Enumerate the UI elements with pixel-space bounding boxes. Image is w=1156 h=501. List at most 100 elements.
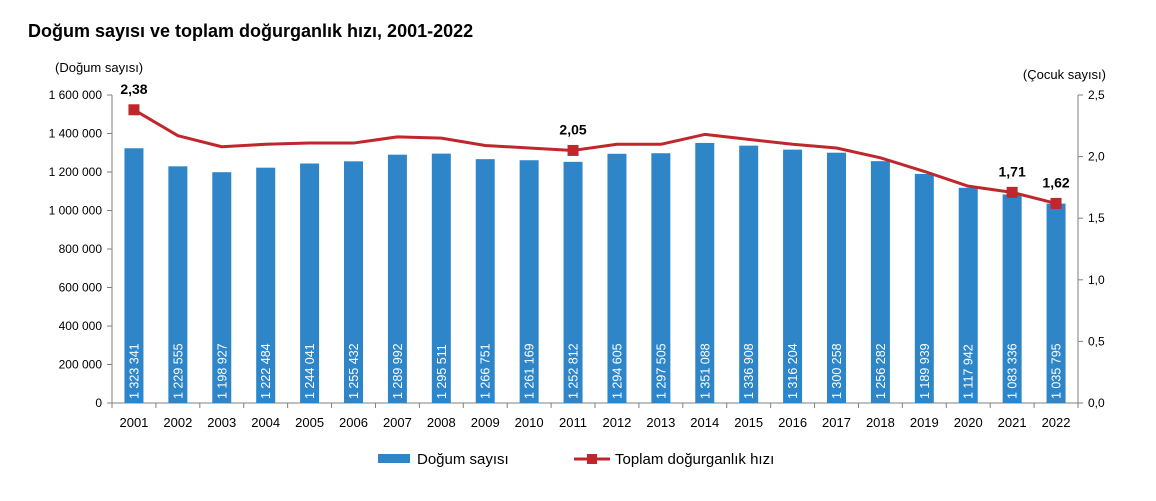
y-left-tick-label: 1 200 000 xyxy=(49,165,103,179)
bar-value-label: 1 261 169 xyxy=(523,343,537,399)
bar-value-label: 1 252 812 xyxy=(567,343,581,399)
bar xyxy=(300,163,320,403)
fertility-rate-line xyxy=(133,108,1057,205)
y-left-tick-label: 0 xyxy=(95,396,102,410)
line-value-label: 2,05 xyxy=(559,121,586,137)
bar xyxy=(344,161,363,403)
bar xyxy=(1046,203,1066,403)
bar-value-label: 1 266 751 xyxy=(479,343,493,399)
bar-value-label: 1 244 041 xyxy=(303,343,317,399)
x-tick-label: 2021 xyxy=(998,415,1027,430)
bar-value-label: 1 229 555 xyxy=(171,343,185,399)
y-left-tick-label: 800 000 xyxy=(59,242,103,256)
x-tick-label: 2009 xyxy=(471,415,500,430)
y-left-tick-label: 1 600 000 xyxy=(49,88,103,102)
bar xyxy=(212,172,232,403)
bar-value-label: 1 256 282 xyxy=(874,343,888,399)
bar-value-label: 1 300 258 xyxy=(830,343,844,399)
bar xyxy=(695,142,715,403)
bar-value-label: 1 198 927 xyxy=(215,343,229,399)
bar xyxy=(256,167,276,403)
bar xyxy=(475,159,495,403)
x-tick-label: 2022 xyxy=(1042,415,1071,430)
bar xyxy=(431,153,451,403)
y-left-tick-label: 400 000 xyxy=(59,319,103,333)
bar-value-label: 1 297 505 xyxy=(654,343,668,399)
y-right-tick-label: 2,5 xyxy=(1088,88,1105,102)
line-marker xyxy=(128,104,140,116)
x-tick-label: 2010 xyxy=(515,415,544,430)
bar xyxy=(914,173,934,403)
line-marker xyxy=(567,144,579,156)
x-tick-label: 2013 xyxy=(646,415,675,430)
bar-value-label: 1 316 204 xyxy=(786,343,800,399)
bar-value-label: 1 035 795 xyxy=(1050,343,1064,399)
bar-value-label: 1 351 088 xyxy=(698,343,712,399)
x-tick-label: 2003 xyxy=(207,415,236,430)
x-tick-label: 2001 xyxy=(119,415,148,430)
legend-label-fertility: Toplam doğurganlık hızı xyxy=(615,451,774,468)
y-left-tick-label: 1 400 000 xyxy=(49,127,103,141)
legend-label-births: Doğum sayısı xyxy=(417,451,509,468)
bar xyxy=(519,160,539,403)
y-left-axis-title: (Doğum sayısı) xyxy=(55,60,143,75)
y-left-tick-label: 1 000 000 xyxy=(49,204,103,218)
x-tick-label: 2008 xyxy=(427,415,456,430)
x-tick-label: 2005 xyxy=(295,415,324,430)
bar xyxy=(563,161,583,403)
bar xyxy=(607,153,627,403)
bar xyxy=(168,166,188,403)
bar xyxy=(827,152,846,403)
bar xyxy=(387,154,407,403)
y-right-tick-label: 1,0 xyxy=(1088,273,1105,287)
chart-title: Doğum sayısı ve toplam doğurganlık hızı,… xyxy=(28,21,474,41)
x-tick-label: 2014 xyxy=(690,415,719,430)
x-tick-label: 2007 xyxy=(383,415,412,430)
line-layer: 2,38 2,05 1,71 1,62 xyxy=(120,81,1070,209)
bar xyxy=(958,187,978,403)
y-left-tick-label: 200 000 xyxy=(59,358,103,372)
line-value-label: 2,38 xyxy=(120,81,147,97)
bar xyxy=(124,148,144,403)
bar xyxy=(1002,194,1022,403)
legend-marker-fertility xyxy=(587,454,597,464)
x-tick-label: 2002 xyxy=(163,415,192,430)
bar-value-label: 1 289 992 xyxy=(391,343,405,399)
legend: Doğum sayısı Toplam doğurganlık hızı xyxy=(378,451,774,468)
bar xyxy=(739,145,759,403)
x-tick-label: 2020 xyxy=(954,415,983,430)
line-marker xyxy=(1006,186,1018,198)
bar-value-label: 1 336 908 xyxy=(742,343,756,399)
bar-value-label: 1 222 484 xyxy=(259,343,273,399)
x-tick-label: 2015 xyxy=(734,415,763,430)
legend-swatch-births xyxy=(378,454,410,463)
line-marker xyxy=(1050,197,1062,209)
bar xyxy=(651,153,671,403)
line-value-label: 1,62 xyxy=(1042,174,1069,190)
bar-value-label: 1 117 942 xyxy=(962,344,976,399)
x-tick-label: 2019 xyxy=(910,415,939,430)
bars xyxy=(124,142,1066,403)
y-left-tick-label: 600 000 xyxy=(59,281,103,295)
bar-labels: 1 323 341 1 229 555 1 198 927 1 222 484 1 24… xyxy=(127,343,1063,399)
y-right-axis-title: (Çocuk sayısı) xyxy=(1023,67,1106,82)
bar-value-label: 1 255 432 xyxy=(347,343,361,399)
bar xyxy=(783,149,803,403)
bar-value-label: 1 323 341 xyxy=(127,343,141,399)
x-tick-label: 2016 xyxy=(778,415,807,430)
x-tick-label: 2017 xyxy=(822,415,851,430)
y-right-tick-label: 2,0 xyxy=(1088,150,1105,164)
y-right-tick-label: 1,5 xyxy=(1088,211,1105,225)
bar-value-label: 1 083 336 xyxy=(1006,343,1020,399)
x-tick-label: 2018 xyxy=(866,415,895,430)
y-right-tick-label: 0,5 xyxy=(1088,334,1105,348)
bar-value-label: 1 294 605 xyxy=(610,343,624,399)
line-value-label: 1,71 xyxy=(999,163,1026,179)
axes: 0 200 000 400 000 600 000 800 000 1 000 000 1 … xyxy=(49,60,1106,430)
x-tick-label: 2012 xyxy=(602,415,631,430)
bar-value-label: 1 189 939 xyxy=(918,343,932,399)
x-tick-label: 2004 xyxy=(251,415,280,430)
y-right-tick-label: 0,0 xyxy=(1088,396,1105,410)
x-tick-label: 2006 xyxy=(339,415,368,430)
